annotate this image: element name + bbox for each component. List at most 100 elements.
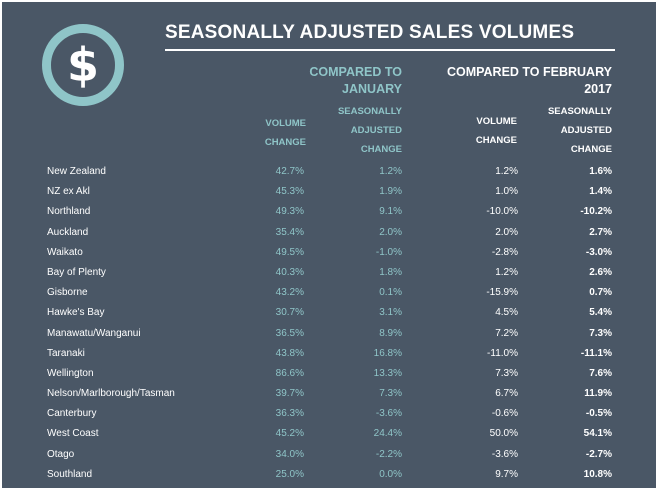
table-row: Waikato 49.5% -1.0% -2.8% -3.0% xyxy=(2,243,656,263)
region-label: Hawke's Bay xyxy=(47,307,105,319)
region-label: Gisborne xyxy=(47,287,88,299)
cell-feb-volume-change: -15.9% xyxy=(486,287,518,299)
cell-jan-seasonal-change: 13.3% xyxy=(373,367,402,379)
cell-feb-seasonal-change: -2.7% xyxy=(585,448,612,460)
cell-feb-seasonal-change: 1.6% xyxy=(589,166,612,177)
col-header-line: CHANGE xyxy=(360,144,402,155)
cell-feb-volume-change: 1.2% xyxy=(495,166,518,177)
table-row: Gisborne 43.2% 0.1% -15.9% 0.7% xyxy=(2,283,656,303)
cell-jan-volume-change: 45.2% xyxy=(275,428,304,440)
cell-feb-volume-change: -10.0% xyxy=(486,206,518,218)
cell-jan-seasonal-change: 1.9% xyxy=(379,186,402,198)
region-label: New Zealand xyxy=(47,166,106,177)
cell-jan-volume-change: 25.0% xyxy=(275,468,304,480)
sales-volumes-panel: $ SEASONALLY ADJUSTED SALES VOLUMES COMP… xyxy=(2,2,656,488)
cell-jan-volume-change: 49.3% xyxy=(275,206,304,218)
cell-jan-volume-change: 45.3% xyxy=(275,186,304,198)
col-header-feb-seasonal: SEASONALLY ADJUSTED CHANGE xyxy=(502,102,612,159)
col-header-line: CHANGE xyxy=(570,144,612,155)
region-label: Northland xyxy=(47,206,91,218)
cell-jan-seasonal-change: 0.0% xyxy=(379,468,402,480)
cell-feb-volume-change: 2.0% xyxy=(495,226,518,238)
cell-jan-seasonal-change: -1.0% xyxy=(375,246,402,258)
cell-jan-volume-change: 43.2% xyxy=(275,287,304,299)
cell-feb-volume-change: 50.0% xyxy=(489,428,518,440)
cell-jan-seasonal-change: 7.3% xyxy=(379,388,402,400)
table-row: Bay of Plenty 40.3% 1.8% 1.2% 2.6% xyxy=(2,263,656,283)
col-header-feb-volume: VOLUME CHANGE xyxy=(407,112,517,150)
table-row: New Zealand 42.7% 1.2% 1.2% 1.6% xyxy=(2,162,656,182)
table-row: West Coast 45.2% 24.4% 50.0% 54.1% xyxy=(2,424,656,444)
cell-feb-seasonal-change: 1.4% xyxy=(589,186,612,198)
cell-feb-volume-change: 1.2% xyxy=(495,266,518,278)
region-label: Manawatu/Wanganui xyxy=(47,327,141,339)
group-header-february-text: COMPARED TO FEBRUARY 2017 xyxy=(446,65,612,96)
region-label: Canterbury xyxy=(47,408,97,420)
cell-jan-volume-change: 39.7% xyxy=(275,388,304,400)
table-row: Southland 25.0% 0.0% 9.7% 10.8% xyxy=(2,465,656,485)
table-row: Auckland 35.4% 2.0% 2.0% 2.7% xyxy=(2,223,656,243)
cell-feb-seasonal-change: 2.6% xyxy=(589,266,612,278)
col-header-jan-seasonal: SEASONALLY ADJUSTED CHANGE xyxy=(292,102,402,159)
region-label: Southland xyxy=(47,468,93,480)
cell-jan-seasonal-change: -2.2% xyxy=(375,448,402,460)
cell-feb-seasonal-change: 7.3% xyxy=(589,327,612,339)
col-header-line: ADJUSTED xyxy=(560,125,612,136)
cell-feb-volume-change: -11.0% xyxy=(487,347,518,359)
cell-jan-seasonal-change: 2.0% xyxy=(379,226,402,238)
cell-jan-volume-change: 49.5% xyxy=(275,246,304,258)
cell-jan-seasonal-change: 9.1% xyxy=(379,206,402,218)
cell-feb-volume-change: -2.8% xyxy=(491,246,518,258)
table-row: Manawatu/Wanganui 36.5% 8.9% 7.2% 7.3% xyxy=(2,324,656,344)
cell-jan-seasonal-change: 1.8% xyxy=(379,266,402,278)
region-label: Waikato xyxy=(47,246,83,258)
cell-jan-seasonal-change: 3.1% xyxy=(379,307,402,319)
col-header-line: VOLUME xyxy=(476,116,517,127)
dollar-symbol: $ xyxy=(66,38,99,92)
region-label: Nelson/Marlborough/Tasman xyxy=(47,388,175,400)
cell-jan-volume-change: 30.7% xyxy=(275,307,304,319)
col-header-line: SEASONALLY xyxy=(337,106,402,117)
cell-feb-volume-change: -3.6% xyxy=(491,448,518,460)
cell-feb-seasonal-change: 54.1% xyxy=(583,428,612,440)
dollar-icon: $ xyxy=(42,24,124,106)
cell-jan-seasonal-change: -3.6% xyxy=(375,408,402,420)
table-row: Nelson/Marlborough/Tasman 39.7% 7.3% 6.7% 11… xyxy=(2,384,656,404)
cell-feb-seasonal-change: 7.6% xyxy=(589,367,612,379)
table-row: Otago 34.0% -2.2% -3.6% -2.7% xyxy=(2,445,656,465)
group-header-february-2017: COMPARED TO FEBRUARY 2017 xyxy=(442,64,612,98)
group-header-january: COMPARED TO JANUARY xyxy=(252,64,402,98)
cell-feb-seasonal-change: 10.8% xyxy=(583,468,612,480)
cell-feb-seasonal-change: 11.9% xyxy=(584,388,612,400)
col-header-line: CHANGE xyxy=(264,137,306,148)
cell-jan-volume-change: 43.8% xyxy=(275,347,304,359)
cell-jan-volume-change: 40.3% xyxy=(275,266,304,278)
table-row: Northland 49.3% 9.1% -10.0% -10.2% xyxy=(2,202,656,222)
table-row: Taranaki 43.8% 16.8% -11.0% -11.1% xyxy=(2,344,656,364)
cell-jan-volume-change: 36.5% xyxy=(275,327,304,339)
cell-jan-seasonal-change: 16.8% xyxy=(373,347,402,359)
cell-jan-volume-change: 35.4% xyxy=(275,226,304,238)
col-header-line: SEASONALLY xyxy=(547,106,612,117)
table-row: Canterbury 36.3% -3.6% -0.6% -0.5% xyxy=(2,404,656,424)
col-header-line: VOLUME xyxy=(265,118,306,129)
cell-jan-seasonal-change: 0.1% xyxy=(379,287,402,299)
cell-feb-volume-change: 6.7% xyxy=(495,388,518,400)
table-row: NZ ex Akl 45.3% 1.9% 1.0% 1.4% xyxy=(2,182,656,202)
region-label: West Coast xyxy=(47,428,99,440)
cell-feb-seasonal-change: 0.7% xyxy=(589,287,612,299)
cell-feb-volume-change: 1.0% xyxy=(495,186,518,198)
chart-title: SEASONALLY ADJUSTED SALES VOLUMES xyxy=(165,22,575,43)
cell-feb-volume-change: 4.5% xyxy=(495,307,518,319)
cell-feb-seasonal-change: -11.1% xyxy=(580,347,612,359)
region-label: Wellington xyxy=(47,367,94,379)
table-row: Hawke's Bay 30.7% 3.1% 4.5% 5.4% xyxy=(2,303,656,323)
cell-feb-seasonal-change: -10.2% xyxy=(580,206,612,218)
region-label: NZ ex Akl xyxy=(47,186,90,198)
cell-feb-volume-change: 7.3% xyxy=(495,367,518,379)
title-underline xyxy=(165,49,615,51)
cell-jan-volume-change: 86.6% xyxy=(275,367,304,379)
cell-jan-seasonal-change: 8.9% xyxy=(379,327,402,339)
cell-feb-seasonal-change: -3.0% xyxy=(585,246,612,258)
cell-feb-volume-change: 7.2% xyxy=(495,327,518,339)
